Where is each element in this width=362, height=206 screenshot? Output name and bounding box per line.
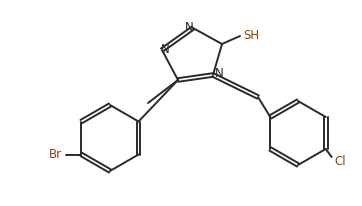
Text: Cl: Cl (334, 154, 345, 167)
Text: N: N (215, 67, 223, 80)
Text: N: N (185, 21, 193, 34)
Text: N: N (161, 42, 169, 55)
Text: SH: SH (243, 28, 259, 41)
Text: Br: Br (49, 148, 62, 161)
